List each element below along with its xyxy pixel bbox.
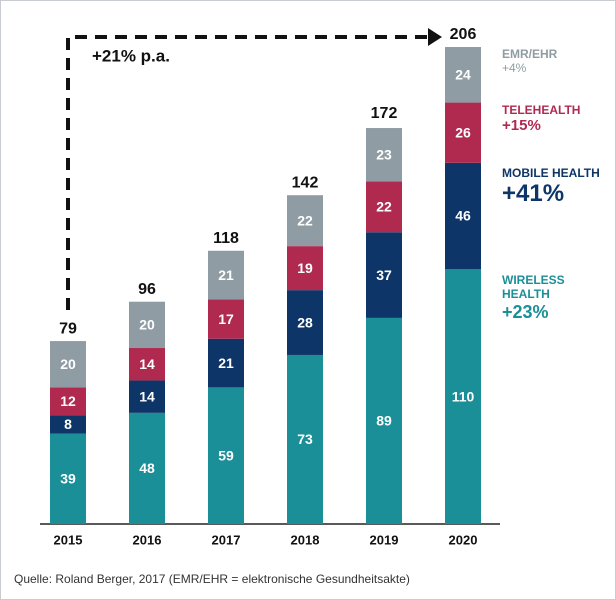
bar-segment <box>366 232 402 318</box>
segment-label: 20 <box>60 356 76 372</box>
segment-label: 37 <box>376 267 392 283</box>
legend-growth: +41% <box>502 180 565 208</box>
legend-growth: +15% <box>502 117 541 135</box>
total-label: 79 <box>59 320 77 337</box>
total-label: 118 <box>213 230 239 247</box>
bar-segment <box>50 341 86 388</box>
legend-name: TELEHEALTH <box>502 103 581 117</box>
bar-segment <box>287 354 323 524</box>
bar-segment <box>50 415 86 434</box>
segment-label: 17 <box>218 311 234 327</box>
x-tick-label: 2017 <box>212 532 241 547</box>
segment-label: 73 <box>297 431 313 447</box>
bar-segment <box>366 128 402 182</box>
bar-segment <box>129 348 165 381</box>
x-tick-label: 2020 <box>449 532 478 547</box>
segment-label: 20 <box>139 317 155 333</box>
bar-segment <box>50 433 86 524</box>
legend-name: MOBILE HEALTH <box>502 166 600 180</box>
segment-label: 26 <box>455 124 471 140</box>
arrow-head <box>428 28 442 46</box>
legend-entry: EMR/EHR +4% <box>502 47 610 76</box>
bar-segment <box>287 290 323 355</box>
segment-label: 46 <box>455 208 471 224</box>
total-label: 96 <box>138 281 156 298</box>
bar-segment <box>208 387 244 524</box>
total-label: 206 <box>450 26 477 43</box>
total-label: 172 <box>371 105 398 122</box>
segment-label: 21 <box>218 267 234 283</box>
segment-label: 110 <box>452 388 475 404</box>
x-tick-label: 2019 <box>370 532 399 547</box>
segment-label: 48 <box>139 460 155 476</box>
segment-label: 22 <box>297 212 313 228</box>
segment-label: 12 <box>60 393 76 409</box>
segment-label: 24 <box>455 66 471 82</box>
bar-segment <box>129 301 165 349</box>
bar-segment <box>287 195 323 247</box>
bar-segment <box>50 387 86 416</box>
bar-segment <box>445 102 481 163</box>
x-tick-label: 2018 <box>291 532 320 547</box>
segment-label: 14 <box>139 356 155 372</box>
bar-segment <box>208 338 244 388</box>
bar-segment <box>445 162 481 270</box>
legend-name: EMR/EHR <box>502 47 558 61</box>
x-tick-label: 2015 <box>54 532 83 547</box>
growth-arrow <box>66 35 430 310</box>
bar-segment <box>366 317 402 524</box>
bar-segment <box>445 269 481 524</box>
segment-label: 39 <box>60 471 76 487</box>
bar-segment <box>208 299 244 339</box>
segment-label: 89 <box>376 413 392 429</box>
source: Quelle: Roland Berger, 2017 (EMR/EHR = e… <box>14 572 410 586</box>
legend-growth: +23% <box>502 301 549 322</box>
bar-segment <box>366 181 402 233</box>
segment-label: 21 <box>218 355 234 371</box>
bar-segment <box>129 412 165 524</box>
bar-segment <box>287 246 323 291</box>
legend-growth: +4% <box>502 61 527 76</box>
legend-entry: WIRELESS HEALTH +23% <box>502 273 610 323</box>
annotation: +21% p.a. <box>92 46 170 65</box>
legend-name: WIRELESS HEALTH <box>502 273 565 302</box>
segment-label: 23 <box>376 146 392 162</box>
bar-segment <box>445 47 481 103</box>
legend-entry: MOBILE HEALTH +41% <box>502 166 610 209</box>
bar-segment <box>129 380 165 413</box>
segment-label: 28 <box>297 314 313 330</box>
segment-label: 59 <box>218 447 234 463</box>
total-label: 142 <box>292 174 319 191</box>
segment-label: 22 <box>376 198 392 214</box>
bar-segment <box>208 250 244 300</box>
segment-label: 14 <box>139 388 155 404</box>
legend-entry: TELEHEALTH +15% <box>502 103 610 135</box>
x-tick-label: 2016 <box>133 532 162 547</box>
segment-label: 19 <box>297 260 313 276</box>
segment-label: 8 <box>64 416 72 432</box>
